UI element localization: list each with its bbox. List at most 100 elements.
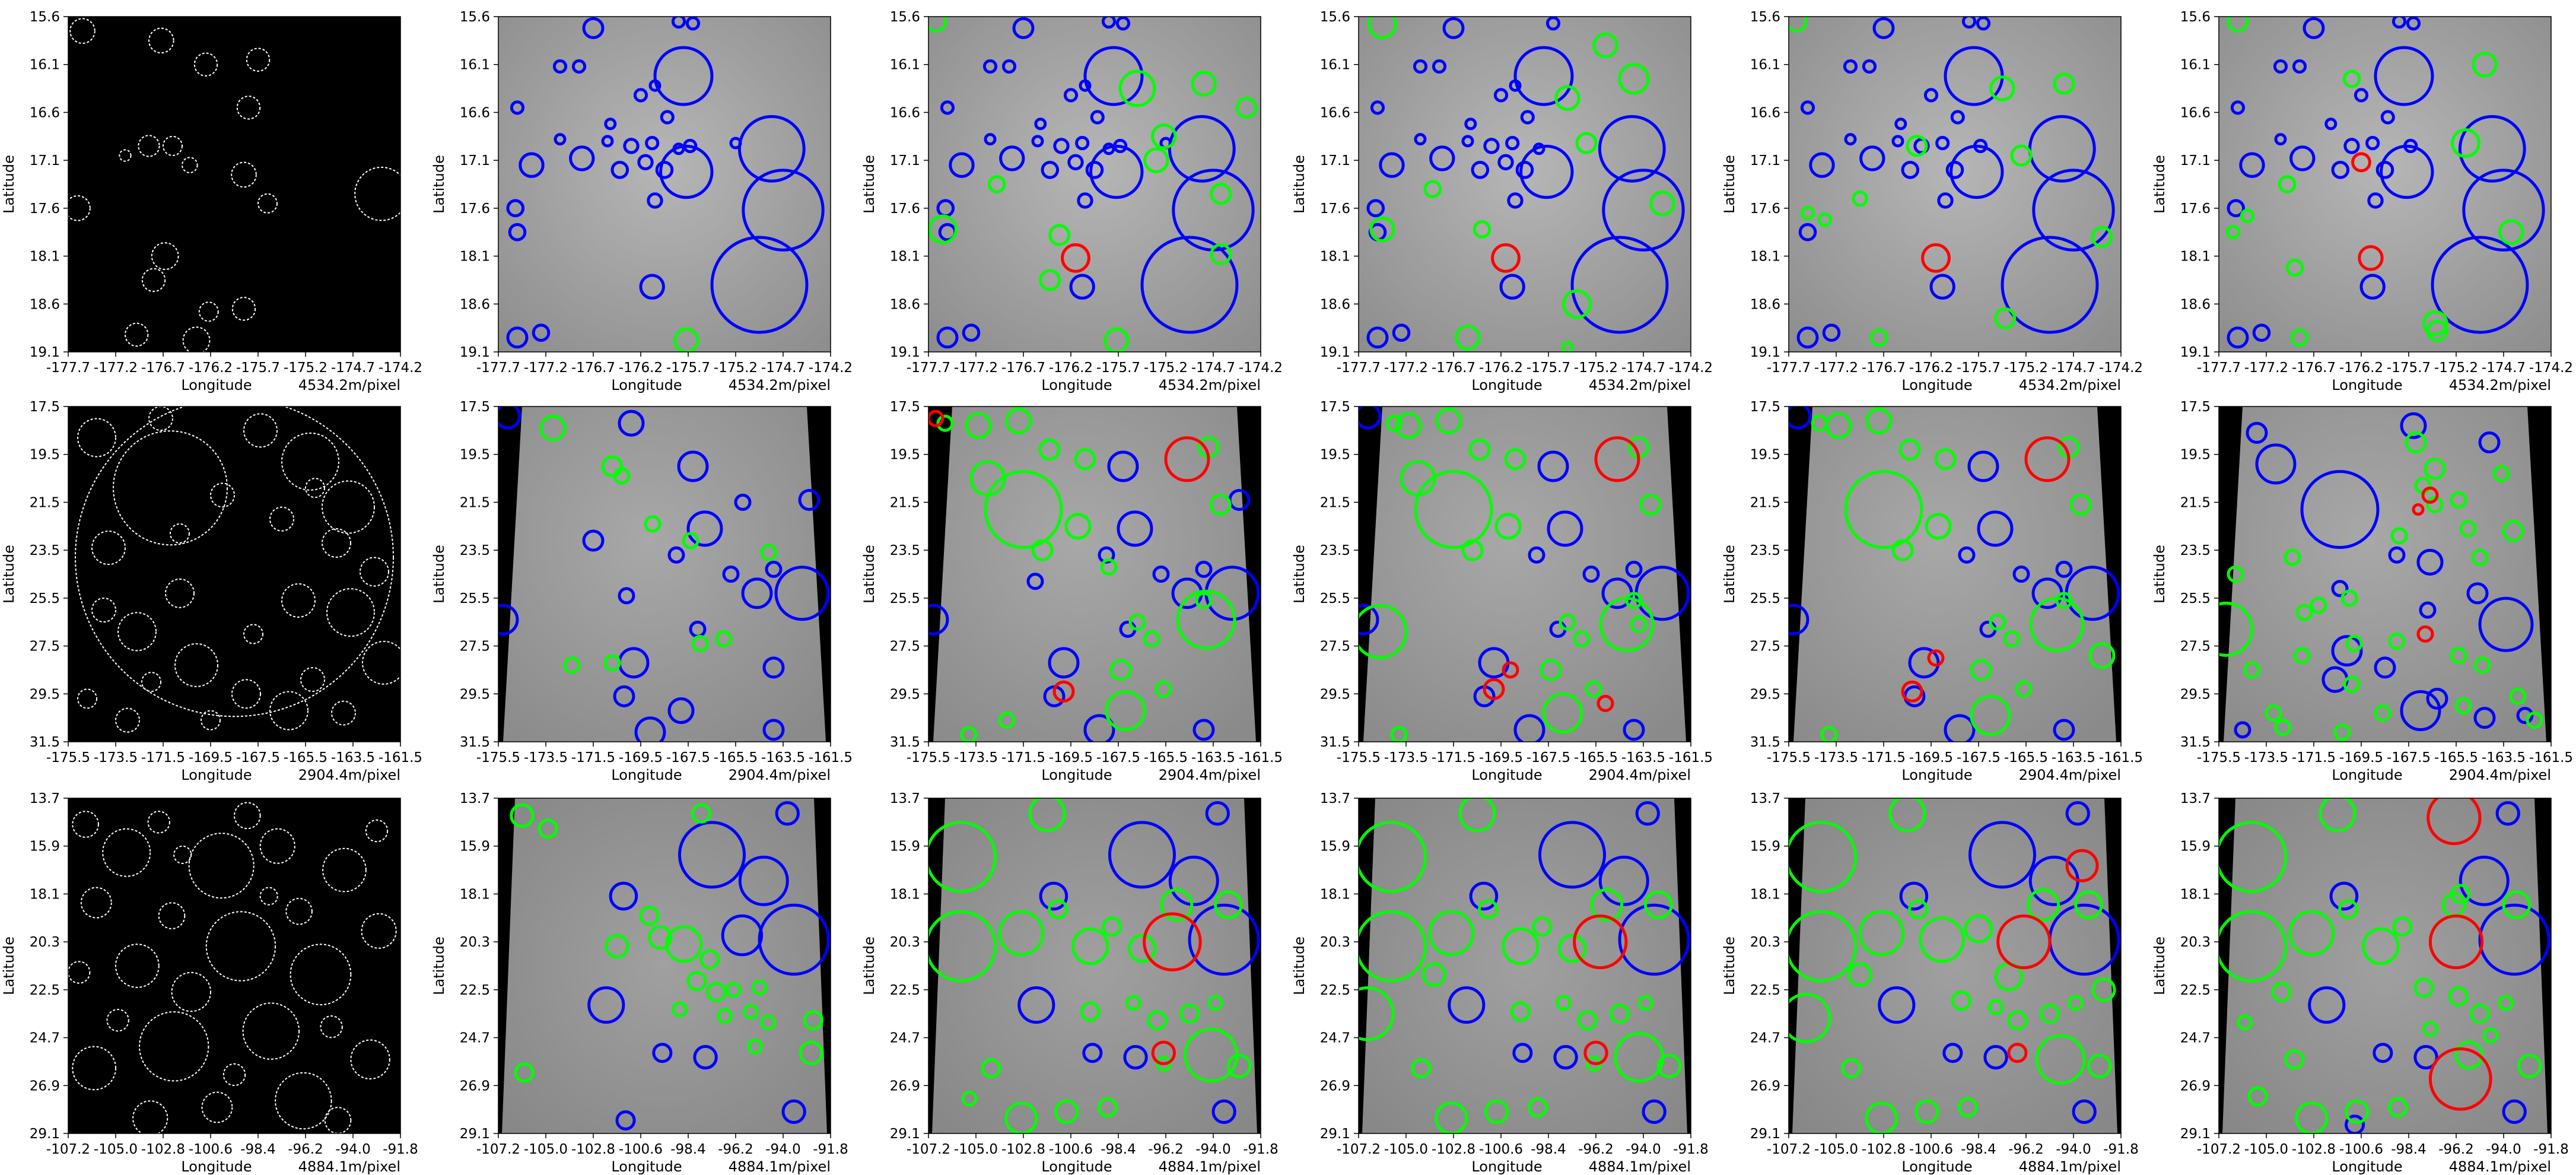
new-detected-crater [2227, 17, 2249, 33]
new-detected-crater [1789, 993, 1831, 1044]
new-detected-crater [2340, 589, 2358, 607]
x-tick-label: -167.5 [236, 750, 280, 766]
new-detected-crater [2074, 890, 2103, 920]
y-tick-label: 22.5 [2180, 983, 2211, 998]
new-detected-crater [928, 17, 947, 33]
x-tick-label: -167.5 [666, 750, 710, 766]
scale-label: 2904.4m/pixel [1589, 767, 1691, 783]
x-tick-label: -102.8 [571, 1142, 615, 1157]
ground-truth-crater [647, 192, 663, 209]
new-detected-crater [1109, 659, 1132, 681]
new-detected-crater [2310, 596, 2327, 614]
edge-circle [148, 27, 174, 54]
ground-truth-crater [1063, 88, 1079, 103]
x-tick-label: -177.2 [954, 360, 998, 376]
edge-circle [320, 1015, 343, 1039]
y-tick-label: 20.3 [1750, 935, 1780, 950]
x-tick-label: -173.5 [94, 750, 138, 766]
ground-truth-crater [940, 100, 955, 115]
new-detected-crater [1891, 539, 1914, 561]
y-tick-label: 16.6 [30, 105, 60, 120]
y-tick-label: 23.5 [1320, 543, 1350, 558]
ground-truth-crater [2331, 580, 2349, 598]
x-tick-label: -171.5 [2292, 750, 2336, 766]
y-tick-label: 17.5 [2180, 399, 2211, 415]
y-axis-label: Latitude [861, 936, 877, 995]
y-tick-label: 17.1 [1320, 153, 1350, 169]
new-detected-crater [1125, 995, 1141, 1011]
new-detected-crater [2426, 319, 2448, 342]
new-detected-crater [1048, 224, 1071, 246]
new-detected-crater [1585, 680, 1602, 698]
x-tick-label: -98.4 [1101, 1142, 1136, 1157]
ground-truth-crater [1509, 79, 1522, 92]
x-tick-label: -177.7 [2197, 360, 2241, 376]
ground-truth-crater [738, 855, 789, 906]
ground-truth-crater [2516, 707, 2534, 725]
new-detected-crater [1100, 558, 1118, 576]
new-detected-crater [682, 532, 699, 550]
ground-truth-crater [2367, 192, 2384, 209]
ground-truth-crater [2032, 169, 2115, 252]
ground-truth-crater [798, 488, 820, 511]
ground-truth-crater [1798, 223, 1817, 242]
y-tick-label: 16.6 [2180, 105, 2211, 120]
edge-circle [322, 480, 375, 534]
x-axis-label: Longitude [1041, 377, 1112, 393]
ground-truth-crater [1635, 801, 1660, 826]
y-tick-label: 18.6 [1750, 297, 1780, 312]
y-axis-label: Latitude [431, 545, 447, 604]
mismatched-crater [2421, 486, 2439, 504]
ground-truth-crater [1796, 326, 1819, 349]
new-detected-crater [1562, 289, 1592, 319]
x-axis-label: Longitude [181, 767, 252, 783]
x-tick-label: -96.2 [1148, 1142, 1184, 1157]
ground-truth-crater [508, 223, 527, 242]
ground-truth-crater [1077, 192, 1093, 209]
new-detected-crater [1557, 933, 1587, 963]
edge-circle [174, 643, 218, 687]
ground-truth-crater [1168, 855, 1219, 906]
ground-truth-crater [1075, 135, 1090, 151]
edge-circle [231, 161, 257, 188]
x-tick-label: -177.7 [907, 360, 950, 376]
new-detected-crater [1151, 123, 1177, 150]
x-tick-label: -167.5 [1957, 750, 2001, 766]
ground-truth-crater [1899, 881, 1929, 911]
new-detected-crater [2345, 1099, 2370, 1124]
mismatched-crater [1502, 661, 1519, 679]
scale-label: 4534.2m/pixel [1589, 377, 1691, 393]
new-detected-crater [514, 1062, 535, 1083]
y-tick-label: 13.7 [890, 791, 920, 806]
axes-frame [1788, 798, 2122, 1134]
new-detected-crater [1987, 999, 2004, 1015]
ground-truth-crater [2227, 199, 2246, 218]
y-tick-label: 17.5 [30, 399, 60, 415]
edge-circle [275, 1072, 332, 1130]
x-tick-label: -165.5 [714, 750, 758, 766]
y-tick-label: 19.1 [890, 345, 920, 360]
y-tick-label: 22.5 [460, 983, 490, 998]
new-detected-crater [2225, 225, 2241, 240]
y-tick-label: 17.6 [890, 201, 920, 217]
scale-label: 4884.1m/pixel [1159, 1158, 1261, 1175]
mismatched-crater [1597, 694, 1614, 712]
new-detected-crater [1207, 995, 1224, 1011]
scale-label: 4884.1m/pixel [2449, 1158, 2551, 1175]
ground-truth-crater [2300, 470, 2380, 550]
y-tick-label: 18.1 [30, 887, 60, 902]
x-tick-label: -100.6 [1049, 1142, 1093, 1157]
ground-truth-crater [653, 46, 714, 106]
lunar-image [502, 798, 827, 1133]
ground-truth-crater [1983, 1044, 2008, 1070]
new-detected-crater [1128, 613, 1146, 631]
new-detected-crater [743, 1003, 759, 1020]
y-tick-label: 29.1 [1320, 1126, 1350, 1142]
ground-truth-crater [1513, 46, 1574, 106]
x-tick-label: -174.7 [761, 360, 805, 376]
new-detected-crater [1235, 96, 1258, 119]
ground-truth-crater [1448, 986, 1486, 1024]
new-detected-crater [613, 467, 631, 485]
y-tick-label: 25.5 [1750, 591, 1780, 606]
x-axis-label: Longitude [1471, 1158, 1542, 1175]
